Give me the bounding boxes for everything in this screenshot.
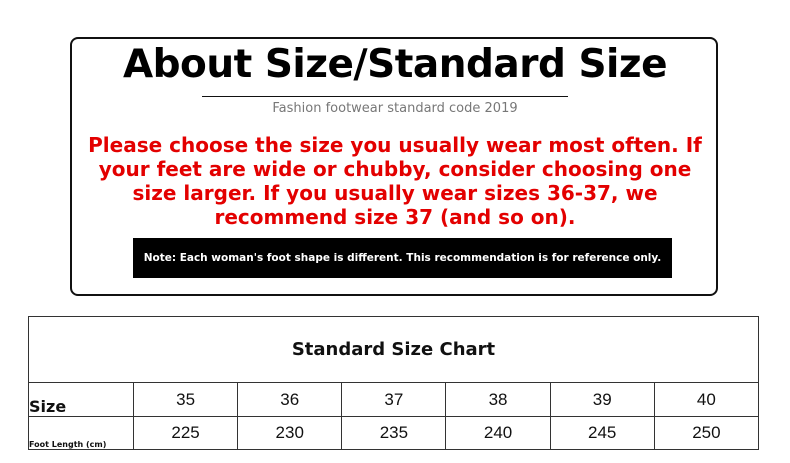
- length-cell: 230: [237, 416, 343, 450]
- size-cell: 39: [549, 382, 655, 417]
- length-cell: 235: [341, 416, 447, 450]
- chart-title: Standard Size Chart: [28, 316, 759, 383]
- note-banner: Note: Each woman's foot shape is differe…: [133, 238, 672, 278]
- size-cell: 37: [341, 382, 447, 417]
- foot-length-label: Foot Length (cm): [28, 416, 134, 450]
- size-cell: 35: [132, 382, 239, 417]
- length-cell: 225: [132, 416, 239, 450]
- note-text: Note: Each woman's foot shape is differe…: [143, 252, 662, 264]
- subtitle: Fashion footwear standard code 2019: [272, 101, 518, 116]
- size-advice: Please choose the size you usually wear …: [88, 133, 702, 229]
- size-cell: 38: [445, 382, 551, 417]
- divider: [202, 96, 568, 97]
- length-cell: 250: [653, 416, 760, 450]
- table-row: Size 35 36 37 38 39 40: [28, 382, 760, 417]
- page-title: About Size/Standard Size: [122, 42, 668, 87]
- length-cell: 240: [445, 416, 551, 450]
- size-cell: 40: [653, 382, 760, 417]
- length-cell: 245: [549, 416, 655, 450]
- table-row: Foot Length (cm) 225 230 235 240 245 250: [28, 416, 760, 450]
- size-label: Size: [28, 382, 134, 417]
- info-box: [70, 37, 718, 296]
- size-chart-table: Standard Size Chart Size 35 36 37 38 39 …: [28, 316, 760, 450]
- size-cell: 36: [237, 382, 343, 417]
